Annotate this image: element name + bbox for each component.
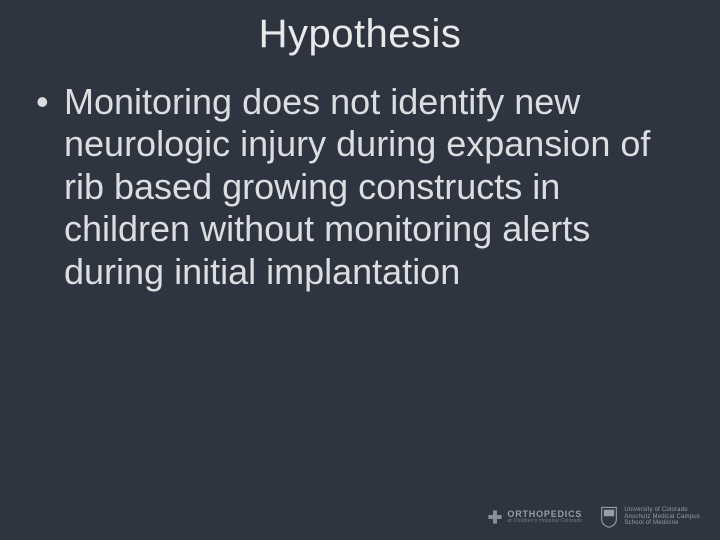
slide-title: Hypothesis bbox=[28, 12, 692, 57]
bullet-list: Monitoring does not identify new neurolo… bbox=[28, 81, 692, 293]
shield-icon bbox=[600, 506, 618, 528]
orthopedics-text: ORTHOPEDICS at Children's Hospital Color… bbox=[507, 510, 582, 524]
orthopedics-logo: ORTHOPEDICS at Children's Hospital Color… bbox=[487, 509, 582, 525]
footer-logos: ORTHOPEDICS at Children's Hospital Color… bbox=[487, 506, 700, 528]
cu-text: University of Colorado Anschutz Medical … bbox=[624, 507, 700, 527]
bullet-item: Monitoring does not identify new neurolo… bbox=[36, 81, 692, 293]
slide: Hypothesis Monitoring does not identify … bbox=[0, 0, 720, 540]
cu-line2: Anschutz Medical Campus bbox=[624, 514, 700, 521]
orthopedics-sub: at Children's Hospital Colorado bbox=[507, 519, 582, 524]
cu-line3: School of Medicine bbox=[624, 520, 700, 527]
cu-line1: University of Colorado bbox=[624, 507, 700, 514]
cu-logo: University of Colorado Anschutz Medical … bbox=[600, 506, 700, 528]
plus-icon bbox=[487, 509, 503, 525]
